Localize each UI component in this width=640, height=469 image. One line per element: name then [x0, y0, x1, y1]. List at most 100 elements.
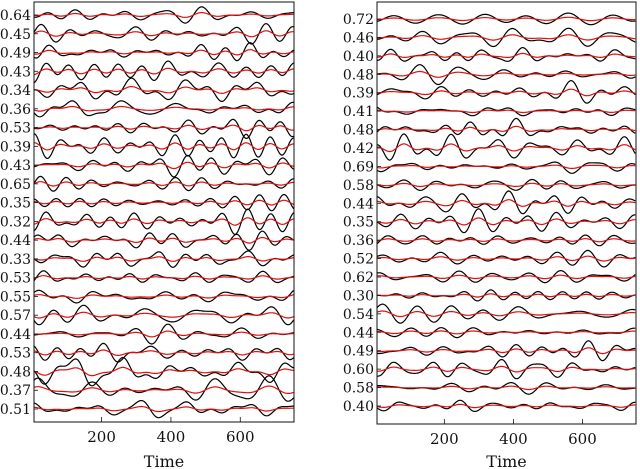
- trace-red-2: [34, 30, 294, 38]
- trace-label: 0.69: [343, 159, 374, 175]
- trace-label: 0.49: [343, 344, 374, 360]
- trace-red-19: [34, 349, 294, 356]
- trace-red-18: [34, 330, 294, 338]
- trace-red-5: [377, 88, 636, 97]
- trace-black-8: [377, 133, 636, 161]
- trace-black-1: [34, 6, 294, 24]
- trace-black-17: [34, 304, 294, 326]
- trace-red-6: [34, 105, 294, 112]
- trace-label: 0.44: [343, 325, 374, 341]
- trace-black-3: [377, 46, 636, 62]
- trace-red-12: [34, 217, 294, 226]
- trace-red-19: [377, 347, 636, 355]
- trace-black-15: [377, 270, 636, 284]
- trace-red-1: [377, 16, 636, 22]
- left-panel: 0.64 0.45 0.49 0.43 0.34 0.36 0.53 0.39 0.43 0.65…: [0, 1, 295, 469]
- trace-black-4: [34, 60, 294, 84]
- trace-label: 0.40: [343, 49, 374, 65]
- right-panel: 0.72 0.46 0.40 0.48 0.39 0.41 0.48 0.42 0.69 0.58…: [343, 1, 637, 469]
- trace-black-2: [377, 27, 636, 48]
- trace-label: 0.52: [343, 252, 374, 268]
- trace-red-7: [34, 124, 294, 132]
- trace-black-9: [34, 154, 294, 178]
- trace-black-21: [377, 382, 636, 395]
- trace-black-7: [377, 117, 636, 137]
- trace-red-9: [34, 161, 294, 170]
- trace-label: 0.41: [343, 104, 374, 120]
- trace-label: 0.51: [0, 402, 31, 418]
- trace-label: 0.54: [343, 307, 374, 323]
- trace-red-5: [34, 86, 294, 95]
- trace-black-9: [377, 161, 636, 174]
- trace-label: 0.30: [343, 288, 374, 304]
- trace-label: 0.58: [343, 381, 374, 397]
- x-tick-label: 600: [226, 428, 255, 446]
- trace-red-17: [34, 311, 294, 319]
- trace-red-21: [377, 385, 636, 391]
- trace-red-16: [34, 294, 294, 299]
- trace-red-2: [377, 34, 636, 41]
- trace-red-17: [377, 310, 636, 318]
- trace-label: 0.48: [343, 123, 374, 139]
- x-tick-label: 200: [430, 430, 459, 448]
- trace-label: 0.40: [343, 399, 374, 415]
- trace-label: 0.39: [0, 139, 31, 155]
- trace-red-9: [377, 164, 636, 169]
- trace-black-17: [377, 303, 636, 324]
- trace-red-20: [377, 365, 636, 373]
- trace-red-3: [34, 49, 294, 56]
- trace-label: 0.32: [0, 214, 31, 230]
- trace-black-4: [377, 64, 636, 86]
- trace-black-19: [377, 340, 636, 362]
- trace-black-16: [34, 289, 294, 304]
- trace-red-13: [34, 236, 294, 244]
- trace-black-19: [34, 342, 294, 363]
- trace-label: 0.44: [0, 233, 31, 249]
- trace-red-4: [377, 70, 636, 78]
- trace-label: 0.36: [343, 233, 374, 249]
- trace-black-14: [377, 249, 636, 268]
- trace-label: 0.48: [0, 364, 31, 380]
- trace-black-11: [377, 190, 636, 215]
- x-axis-label: Time: [144, 452, 184, 469]
- trace-label: 0.42: [343, 141, 374, 157]
- trace-label: 0.64: [0, 8, 31, 24]
- trace-label: 0.53: [0, 346, 31, 362]
- x-axis-label: Time: [486, 452, 526, 469]
- trace-red-10: [377, 182, 636, 188]
- trace-label: 0.72: [343, 12, 374, 28]
- trace-black-3: [34, 42, 294, 62]
- trace-red-18: [377, 330, 636, 335]
- trace-red-8: [34, 142, 294, 151]
- trace-black-7: [34, 118, 294, 139]
- trace-red-10: [34, 181, 294, 187]
- trace-black-8: [34, 133, 294, 160]
- trace-label: 0.48: [343, 67, 374, 83]
- trace-label: 0.44: [343, 196, 374, 212]
- trace-red-21: [34, 385, 294, 394]
- trace-label: 0.44: [0, 327, 31, 343]
- trace-label: 0.43: [0, 158, 31, 174]
- trace-red-11: [377, 199, 636, 207]
- trace-black-5: [377, 79, 636, 104]
- trace-red-7: [377, 125, 636, 132]
- trace-label: 0.34: [0, 83, 31, 99]
- trace-red-12: [377, 217, 636, 226]
- trace-black-21: [34, 375, 294, 402]
- trace-black-14: [34, 250, 294, 268]
- trace-red-15: [377, 274, 636, 280]
- trace-red-6: [377, 109, 636, 114]
- trace-red-15: [34, 275, 294, 280]
- trace-label: 0.37: [0, 383, 31, 399]
- trace-red-3: [377, 52, 636, 58]
- axes-frame: [376, 1, 637, 425]
- trace-black-22: [34, 400, 294, 419]
- trace-red-1: [34, 12, 294, 18]
- trace-black-1: [377, 12, 636, 26]
- x-tick-label: 400: [499, 430, 528, 448]
- trace-label: 0.36: [0, 102, 31, 118]
- trace-black-13: [34, 230, 294, 251]
- trace-label: 0.55: [0, 289, 31, 305]
- trace-label: 0.65: [0, 177, 31, 193]
